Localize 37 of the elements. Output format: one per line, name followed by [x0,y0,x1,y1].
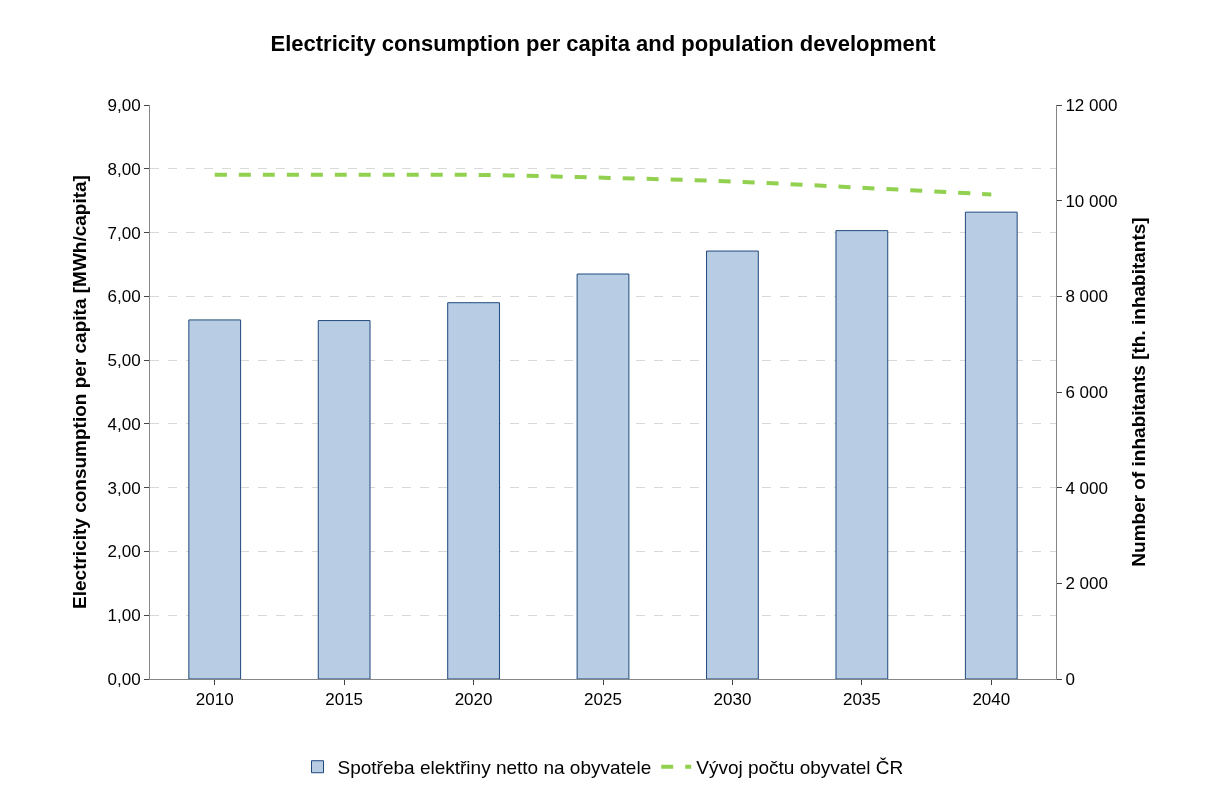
x-tick-label: 2015 [325,690,364,710]
y2-tick-label: 2 000 [1065,574,1108,594]
line-series [212,172,994,197]
y2-tick-label: 8 000 [1065,287,1108,307]
bar [447,302,500,679]
y-tick-label: 0,00 [107,669,141,689]
x-tick-label: 2035 [842,690,881,710]
y-tick-label: 7,00 [107,223,141,243]
y-tick-label: 6,00 [107,287,141,307]
bar [317,320,371,679]
x-tick-label: 2025 [584,690,622,710]
y-tick-label: 4,00 [107,414,141,434]
y-tick-label: 5,00 [107,351,141,371]
y2-tick-label: 12 000 [1065,95,1118,115]
bar [576,273,630,679]
x-tick-label: 2020 [454,690,493,710]
x-tick-label: 2030 [713,690,752,710]
legend-label: Spotřeba elektřiny netto na obyvatele [337,757,652,779]
y2-tick-label: 6 000 [1065,382,1108,402]
y-tick-label: 9,00 [107,95,141,115]
x-tick-label: 2040 [972,690,1011,710]
legend-label: Vývoj počtu obyvatel ČR [696,757,904,779]
bar [835,230,889,679]
y2-axis-title: Number of inhabitants [th. inhabitants] [1128,217,1150,567]
chart-title: Electricity consumption per capita and population development [270,31,937,57]
y-tick-label: 1,00 [107,606,141,626]
x-tick-label: 2010 [195,690,234,710]
y-axis-title: Electricity consumption per capita [MWh/capita] [69,175,91,609]
y2-tick-label: 4 000 [1065,478,1108,498]
y2-tick-label: 0 [1065,669,1075,689]
bar [188,319,242,679]
y-tick-label: 3,00 [107,478,141,498]
y-tick-label: 8,00 [107,159,141,179]
bar [964,211,1018,679]
y2-tick-label: 10 000 [1065,191,1118,211]
bar [706,250,759,679]
y-tick-label: 2,00 [107,542,141,562]
